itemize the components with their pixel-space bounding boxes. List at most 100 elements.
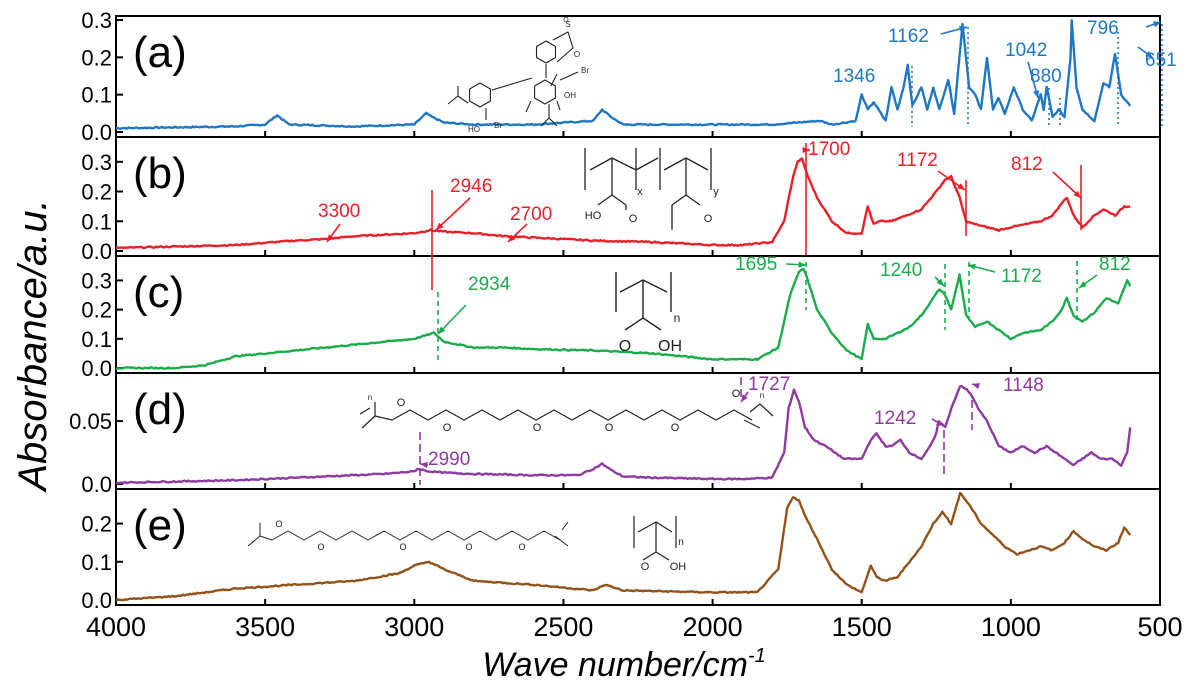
arrow-head (798, 261, 806, 268)
atom-label: O (671, 422, 680, 434)
arrow-head (968, 263, 976, 270)
peak-label: 1172 (897, 150, 938, 171)
peak-annotation: 796 (1087, 18, 1163, 127)
panel-e: 0.0 0.1 0.2 (e) (81, 488, 1161, 613)
spectrum-line (115, 268, 1132, 370)
x-tick-label: 1000 (981, 612, 1041, 642)
arrow-head (957, 183, 965, 190)
y-tick-label: 0.1 (81, 83, 112, 108)
peak-label: 2934 (468, 274, 511, 295)
panel-b: 0.0 0.1 0.2 0.3 (b) (81, 136, 1161, 264)
arrow-head (936, 419, 944, 426)
spectrum-line (115, 385, 1132, 485)
x-tick-label: 4000 (86, 612, 146, 642)
peak-annotation: 2934 (437, 274, 511, 362)
atom-label: O (443, 422, 452, 434)
bond-lines (534, 79, 556, 105)
atom-label: n (760, 391, 764, 400)
atom-label: O (732, 388, 741, 400)
y-tick-label: 0.0 (81, 120, 112, 145)
peak-annotation: 3300 (318, 201, 360, 243)
atom-label: Br (494, 121, 502, 130)
arrow-head (1079, 281, 1087, 288)
y-tick-label: 0.0 (81, 356, 112, 381)
atom-label: OH (564, 91, 576, 100)
atom-label: OH (658, 338, 682, 355)
atom-label: O (518, 542, 525, 552)
spectrum-line (115, 491, 1132, 602)
peak-annotation: 2990 (419, 432, 470, 485)
atom-label: O (317, 542, 324, 552)
arrow-head (436, 222, 444, 230)
atom-label: O (605, 422, 614, 434)
bond-lines (597, 158, 701, 230)
peak-label: 2700 (510, 204, 552, 225)
peak-annotation: 2700 (507, 204, 552, 243)
arrow-head (936, 278, 944, 286)
atom-label: O (574, 50, 580, 59)
peak-annotation: 1172 (967, 262, 1042, 318)
atom-label: O (641, 561, 650, 573)
peak-label: 796 (1087, 18, 1119, 39)
y-tick-label: 0.0 (81, 239, 112, 264)
bond-lines (271, 530, 561, 541)
arrow-head (1153, 21, 1161, 28)
x-tick-label: 3000 (384, 612, 444, 642)
atom-label: O (397, 397, 406, 409)
peak-annotation: 812 (1076, 254, 1131, 324)
peak-label: 1700 (808, 139, 850, 160)
atom-label: O (275, 519, 282, 529)
peak-annotation: 1700 (802, 139, 850, 255)
x-tick-label: 1500 (832, 612, 892, 642)
y-tick-label: 0.3 (81, 150, 112, 175)
peak-annotation: 880 (1030, 66, 1062, 127)
y-tick-label: 0.2 (81, 45, 112, 70)
peak-label: 1148 (1003, 375, 1044, 396)
peak-label: 2946 (450, 176, 492, 197)
panel-d: 0.0 0.05 (d) (69, 372, 1161, 497)
bond-lines (633, 516, 677, 561)
panel-label: (c) (133, 268, 184, 317)
spectrum-line (115, 19, 1132, 130)
peak-label: 2990 (428, 449, 470, 470)
atom-label: O (399, 542, 406, 552)
peak-annotation: 1042 (1005, 40, 1061, 127)
y-tick-label: 0.3 (81, 268, 112, 293)
peak-annotation: 812 (1011, 154, 1082, 230)
peak-arrow (435, 197, 471, 231)
peak-label: 1042 (1005, 40, 1047, 61)
atom-label: y (713, 186, 719, 198)
peak-label: 812 (1011, 154, 1043, 175)
atom-label: O (704, 213, 713, 225)
bond-lines (391, 409, 753, 421)
atom-label: HO (468, 125, 480, 134)
arrow-head (802, 146, 810, 154)
y-tick-label: 0.0 (81, 472, 112, 497)
arrow-head (1073, 190, 1081, 198)
bond-lines (359, 402, 774, 429)
peak-label: 3300 (318, 201, 360, 222)
peak-label: 1162 (888, 26, 929, 47)
y-axis-label: Absorbance/a.u. (11, 199, 55, 492)
peak-label: 651 (1145, 50, 1177, 71)
structure-tegda: O O O O O On n (359, 388, 774, 434)
peak-annotation: 651 (1117, 32, 1177, 127)
axis-titles: Absorbance/a.u. Wave number/cm-1 (11, 199, 766, 684)
atom-label: Br (581, 66, 589, 75)
atom-label: HO (585, 210, 602, 222)
arrow-head (1033, 90, 1040, 98)
y-tick-label: 0.2 (81, 180, 112, 205)
peak-annotation: 1695 (735, 254, 807, 310)
arrow-head (438, 326, 446, 334)
structure-paa: n O OH (615, 272, 682, 355)
bond-lines (535, 40, 557, 64)
structure-copolymer: x y HO O O (584, 148, 719, 230)
arrow-head (959, 25, 967, 32)
peak-label: 1695 (735, 254, 777, 275)
y-tick-label: 0.1 (81, 550, 112, 575)
peak-annotation: 1727 (740, 374, 790, 403)
x-axis-label-superscript: -1 (748, 645, 766, 667)
y-tick-label: 0.0 (81, 588, 112, 613)
